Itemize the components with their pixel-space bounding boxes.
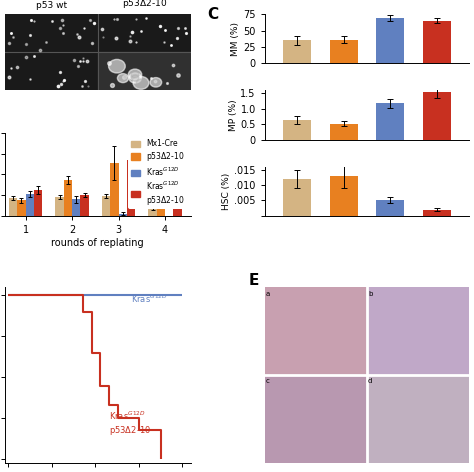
Y-axis label: MM (%): MM (%) xyxy=(231,22,240,56)
Circle shape xyxy=(129,73,141,83)
Text: Kras$^{G12D}$
p53$\Delta$2-10: Kras$^{G12D}$ p53$\Delta$2-10 xyxy=(109,410,151,437)
Text: p53 wt: p53 wt xyxy=(36,1,67,10)
Bar xyxy=(98,52,191,90)
Circle shape xyxy=(136,79,146,87)
Bar xyxy=(34,190,42,216)
Bar xyxy=(157,199,165,216)
Bar xyxy=(367,287,469,375)
Text: C: C xyxy=(208,7,219,22)
Bar xyxy=(283,179,311,216)
Bar xyxy=(102,196,110,216)
Bar xyxy=(376,18,404,63)
Bar xyxy=(265,375,367,463)
Bar xyxy=(81,195,89,216)
Text: Kras$^{G12D}$: Kras$^{G12D}$ xyxy=(131,293,168,305)
Bar xyxy=(118,214,127,216)
Bar xyxy=(110,163,118,216)
Bar xyxy=(26,194,34,216)
Circle shape xyxy=(118,74,128,83)
Text: c: c xyxy=(266,379,270,384)
Bar xyxy=(283,41,311,63)
X-axis label: rounds of replating: rounds of replating xyxy=(51,237,144,247)
Bar xyxy=(17,200,26,216)
Y-axis label: MP (%): MP (%) xyxy=(228,99,237,131)
Text: b: b xyxy=(368,291,373,297)
Circle shape xyxy=(119,76,126,81)
Bar xyxy=(148,209,157,216)
Bar xyxy=(55,197,64,216)
Bar xyxy=(173,162,182,216)
Bar xyxy=(423,92,451,140)
Text: E: E xyxy=(248,273,259,288)
Bar xyxy=(376,103,404,140)
Bar xyxy=(423,210,451,216)
Circle shape xyxy=(112,62,122,70)
Bar xyxy=(283,120,311,140)
Text: p53$\Delta$2-10: p53$\Delta$2-10 xyxy=(121,0,167,10)
Legend: Mx1-Cre, p53$\Delta$2-10, Kras$^{G12D}$, Kras$^{G12D}$
p53$\Delta$2-10: Mx1-Cre, p53$\Delta$2-10, Kras$^{G12D}$,… xyxy=(128,137,187,209)
Bar xyxy=(330,40,358,63)
Bar xyxy=(367,375,469,463)
Circle shape xyxy=(131,71,139,78)
Circle shape xyxy=(152,79,159,85)
Bar xyxy=(330,124,358,140)
Bar xyxy=(330,176,358,216)
Circle shape xyxy=(133,76,149,89)
Bar xyxy=(64,180,72,216)
Text: a: a xyxy=(266,291,270,297)
Circle shape xyxy=(128,69,142,80)
Bar xyxy=(127,160,135,216)
Circle shape xyxy=(109,59,125,73)
Bar xyxy=(423,21,451,63)
Bar xyxy=(9,198,17,216)
Bar xyxy=(72,199,81,216)
Y-axis label: HSC (%): HSC (%) xyxy=(222,172,231,210)
Text: d: d xyxy=(368,379,373,384)
Circle shape xyxy=(131,75,139,81)
Bar xyxy=(376,200,404,216)
Bar xyxy=(265,287,367,375)
Circle shape xyxy=(150,77,162,87)
